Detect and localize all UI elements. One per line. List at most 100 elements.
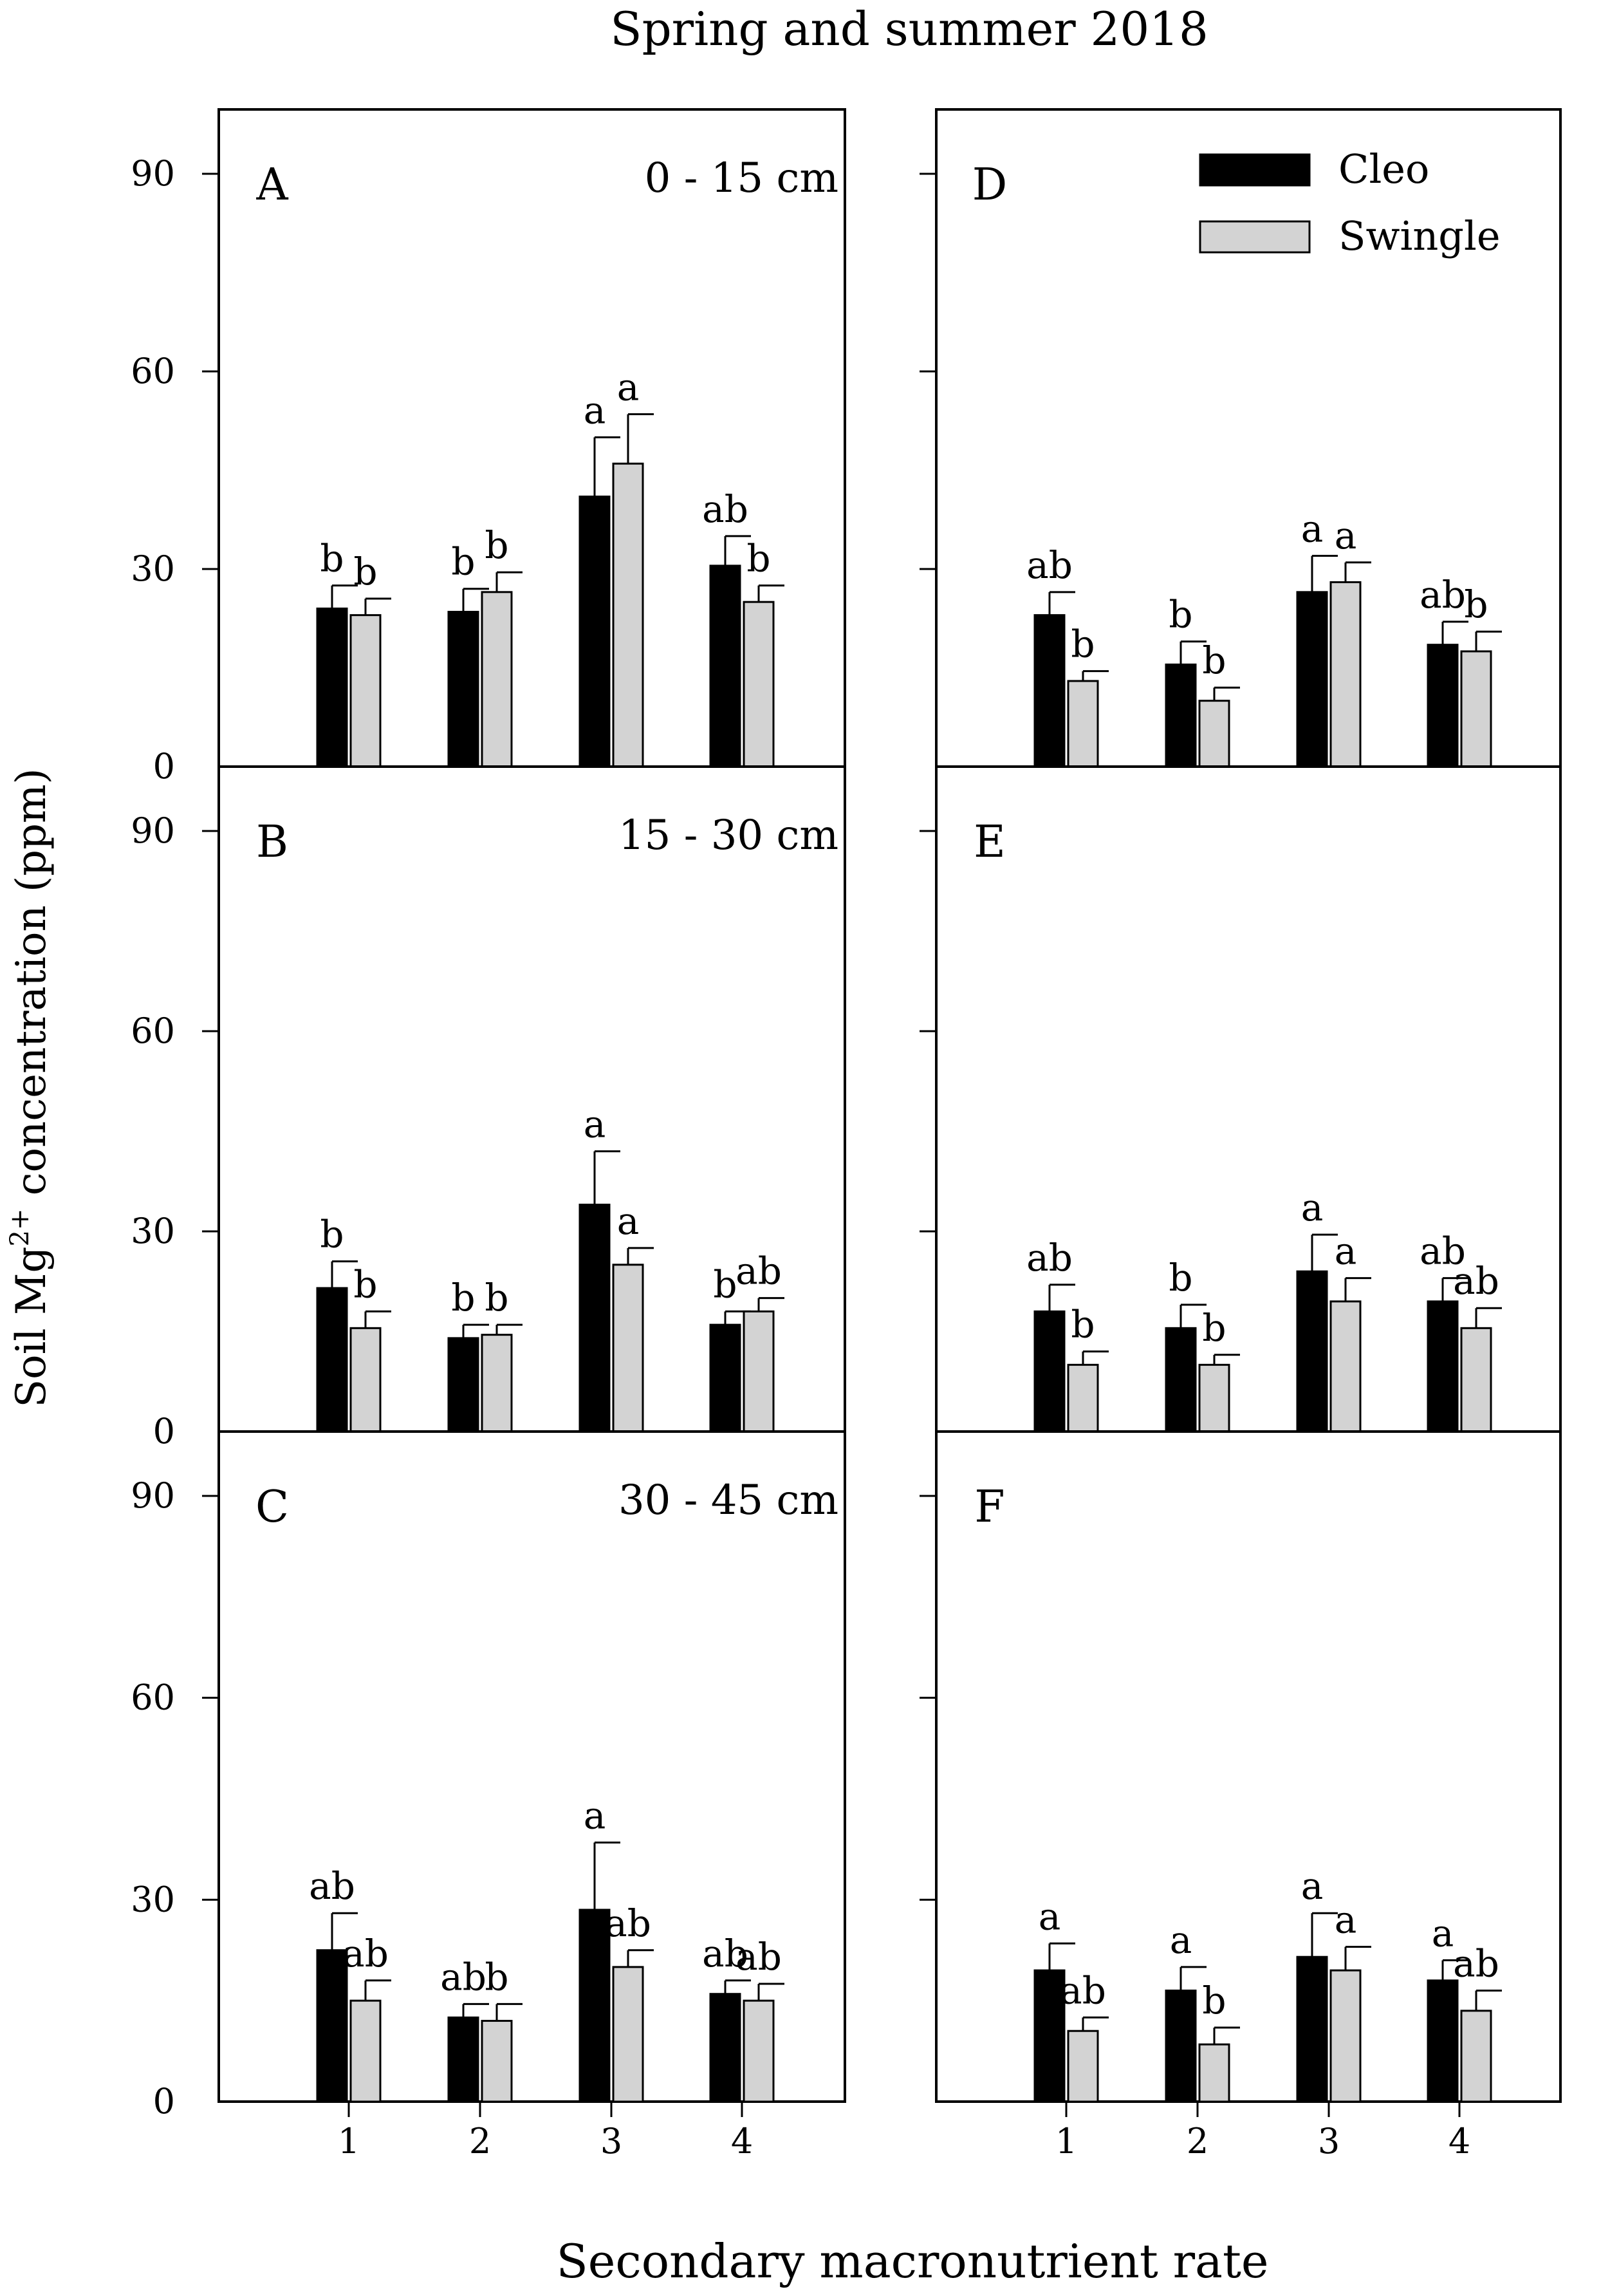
bar-cleo [316, 607, 348, 768]
significance-letter: ab [702, 1932, 748, 1975]
bar-swingle [743, 601, 775, 768]
bar-cleo [709, 565, 741, 768]
bar-swingle [1329, 1969, 1362, 2103]
y-tick-label: 90 [131, 153, 175, 194]
significance-letter: b [485, 1276, 508, 1320]
panel-label: D [972, 160, 1008, 210]
significance-letter: ab [309, 1864, 355, 1908]
bar-swingle [743, 1999, 775, 2103]
bar-swingle [481, 2020, 513, 2103]
bar-swingle [612, 462, 644, 768]
x-tick-label: 4 [731, 2121, 753, 2161]
y-tick-label: 0 [153, 2081, 175, 2122]
bar-cleo [1165, 1327, 1197, 1433]
significance-letter: b [353, 1262, 377, 1306]
bar-swingle [349, 1327, 382, 1433]
y-tick-label: 0 [153, 1411, 175, 1451]
bar-swingle [1460, 2010, 1492, 2103]
significance-letter: ab [736, 1935, 782, 1979]
significance-letter: a [584, 1103, 606, 1146]
significance-letter: ab [1060, 1968, 1106, 2012]
bar-cleo [1427, 644, 1459, 768]
significance-letter: a [1432, 1911, 1454, 1955]
significance-letter: a [584, 388, 606, 432]
legend-label-swingle: Swingle [1338, 212, 1501, 259]
bar-swingle [1067, 2030, 1099, 2103]
bar-cleo [1296, 1270, 1328, 1433]
significance-letter: b [451, 1276, 475, 1320]
x-tick-label: 3 [1318, 2121, 1340, 2161]
significance-letter: ab [605, 1901, 651, 1945]
x-tick-label: 2 [469, 2121, 491, 2161]
x-tick-label: 1 [338, 2121, 360, 2161]
significance-letter: a [1301, 507, 1324, 551]
bar-swingle [1460, 1327, 1492, 1433]
panel-label: B [256, 817, 288, 868]
panel-label: E [974, 817, 1006, 868]
significance-letter: a [1301, 1186, 1324, 1229]
significance-letter: b [1464, 583, 1488, 626]
significance-letter: b [1202, 639, 1226, 682]
bar-cleo [1427, 1979, 1459, 2103]
x-axis-title: Secondary macronutrient rate [556, 2234, 1268, 2288]
significance-letter: a [1335, 514, 1357, 557]
bar-swingle [1460, 650, 1492, 768]
y-tick-label: 90 [131, 1475, 175, 1516]
y-axis-title-superscript: 2+ [5, 1209, 35, 1247]
bar-cleo [1296, 1955, 1328, 2103]
depth-label: 30 - 45 cm [618, 1477, 838, 1524]
significance-letter: ab [1453, 1941, 1499, 1985]
significance-letter: b [1169, 593, 1192, 637]
bar-cleo [578, 1204, 611, 1433]
bar-swingle [1067, 1363, 1099, 1433]
x-tick-label: 1 [1055, 2121, 1077, 2161]
x-tick-label: 3 [600, 2121, 622, 2161]
bar-cleo [447, 611, 479, 768]
significance-letter: a [617, 366, 640, 409]
significance-letter: ab [1453, 1259, 1499, 1303]
significance-letter: a [1170, 1918, 1192, 1962]
bar-swingle [1198, 2043, 1230, 2103]
y-tick-label: 60 [131, 351, 175, 391]
significance-letter: ab [1420, 573, 1466, 617]
bar-cleo [447, 2016, 479, 2103]
significance-letter: ab [1026, 1236, 1073, 1280]
bar-swingle [1329, 1300, 1362, 1433]
significance-letter: ab [1026, 543, 1073, 587]
significance-letter: ab [440, 1955, 486, 1999]
bar-cleo [578, 495, 611, 768]
significance-letter: b [320, 537, 344, 581]
depth-label: 15 - 30 cm [618, 812, 838, 859]
bar-swingle [349, 614, 382, 768]
bar-cleo [1033, 1310, 1066, 1433]
bar-cleo [1296, 591, 1328, 768]
significance-letter: ab [736, 1249, 782, 1293]
significance-letter: b [451, 540, 475, 584]
significance-letter: b [353, 550, 377, 593]
significance-letter: a [1039, 1894, 1061, 1938]
x-tick-label: 4 [1448, 2121, 1470, 2161]
bar-cleo [1165, 1989, 1197, 2103]
significance-letter: b [713, 1262, 737, 1306]
panel-label: A [255, 160, 288, 210]
y-axis-title: Soil Mg2+ concentration (ppm) [5, 768, 55, 1407]
chart-title: Spring and summer 2018 [610, 2, 1208, 56]
bar-cleo [316, 1287, 348, 1433]
y-tick-label: 30 [131, 1879, 175, 1919]
x-tick-label: 2 [1187, 2121, 1208, 2161]
bar-cleo [1033, 614, 1066, 768]
panel-frame [935, 1430, 1562, 2103]
bar-cleo [316, 1949, 348, 2103]
bar-swingle [481, 591, 513, 768]
significance-letter: b [1071, 622, 1095, 666]
bar-swingle [481, 1334, 513, 1433]
significance-letter: a [1301, 1864, 1324, 1908]
bar-swingle [1198, 1363, 1230, 1433]
bar-swingle [743, 1310, 775, 1433]
bar-cleo [1165, 663, 1197, 768]
